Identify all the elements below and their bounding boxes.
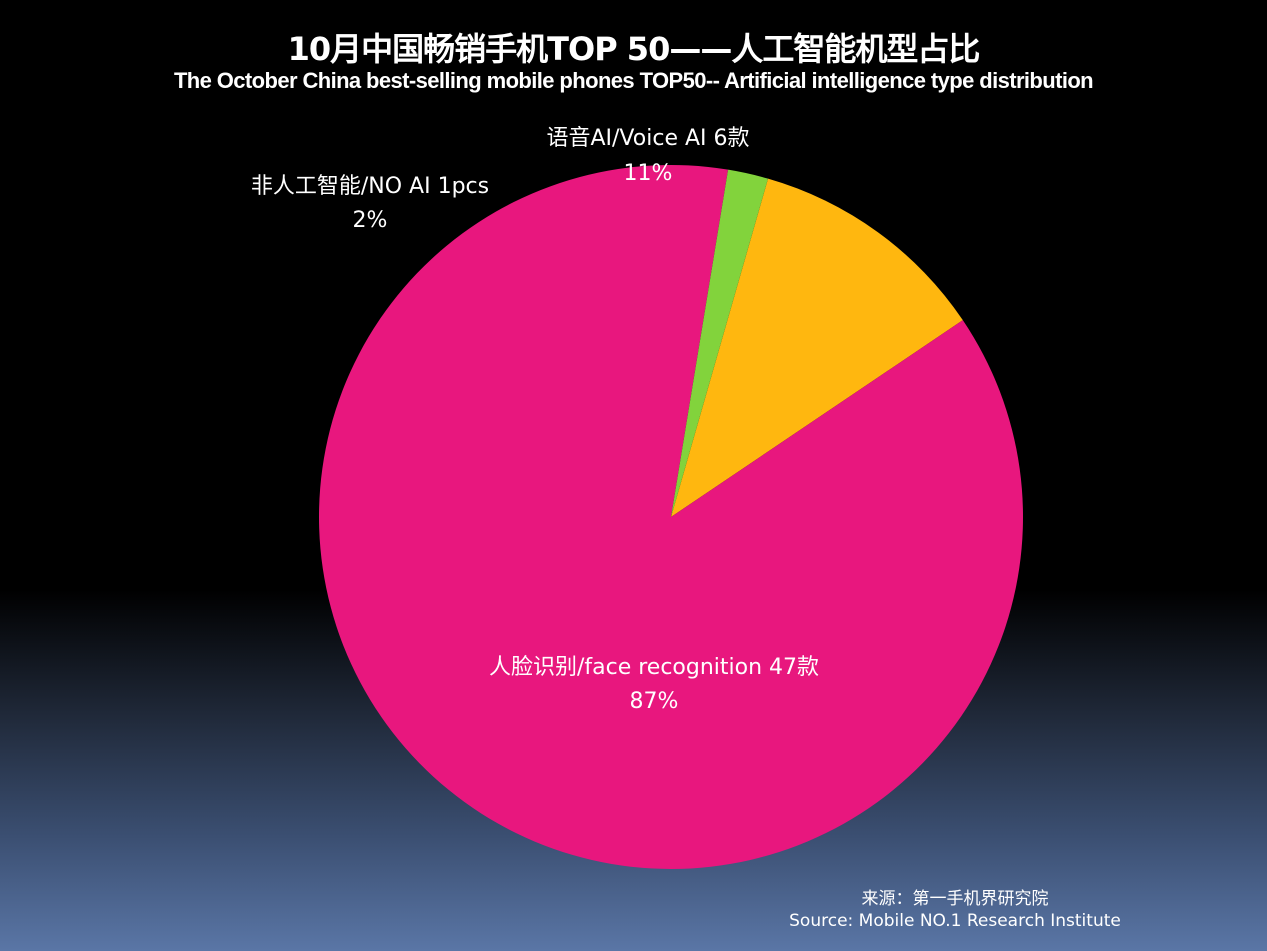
source-line-en: Source: Mobile NO.1 Research Institute [789,911,1121,931]
chart-subtitle: The October China best-selling mobile ph… [173,68,1094,93]
slice-percent-label: 11% [624,161,673,186]
source-note: 来源：第一手机界研究院 Source: Mobile NO.1 Research… [770,888,1140,932]
pie-slice [671,178,963,518]
pie-labels: 语音AI/Voice AI 6款 11% 人脸识别/face recognition… [251,126,819,714]
pie-slice [671,169,769,517]
source-line-cn: 来源：第一手机界研究院 [861,889,1049,909]
pie-slices [319,165,1024,870]
slice-name-label: 语音AI/Voice AI 6款 [546,126,749,151]
slice-percent-label: 87% [630,689,679,714]
pie-slice [319,165,1024,870]
slice-percent-label: 2% [353,208,388,233]
slice-name-label: 非人工智能/NO AI 1pcs [251,174,489,199]
slice-name-label: 人脸识别/face recognition 47款 [489,655,819,680]
chart-title: 10月中国畅销手机TOP 50——人工智能机型占比 [287,30,981,68]
